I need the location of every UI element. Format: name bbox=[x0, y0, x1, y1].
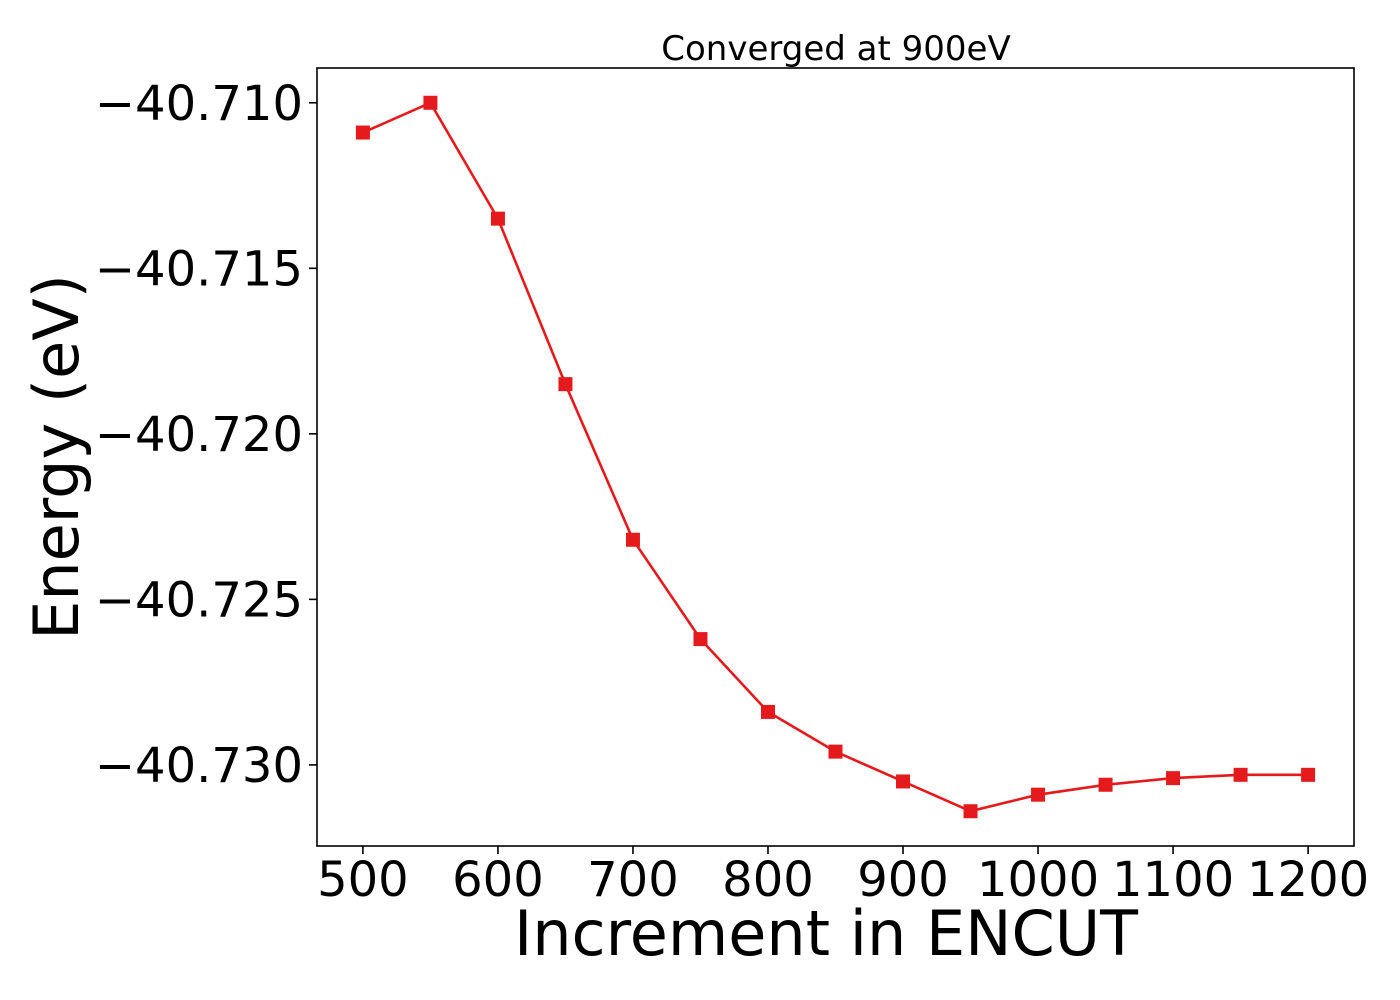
data-point-marker bbox=[1301, 767, 1316, 782]
y-tick-label: −40.720 bbox=[95, 407, 303, 463]
data-point-marker bbox=[896, 774, 911, 789]
x-tick-label: 1100 bbox=[1112, 852, 1234, 908]
data-point-marker bbox=[760, 704, 775, 719]
plot-frame bbox=[316, 67, 1355, 847]
y-axis-ticks: −40.710 −40.715 −40.720 −40.725 −40.730 bbox=[95, 76, 317, 794]
y-tick-label: −40.725 bbox=[95, 572, 303, 628]
data-point-marker bbox=[1166, 771, 1181, 786]
data-point-marker bbox=[423, 95, 438, 110]
energy-series-markers bbox=[355, 95, 1316, 819]
data-point-marker bbox=[963, 804, 978, 819]
data-point-marker bbox=[1098, 777, 1113, 792]
y-tick-label: −40.715 bbox=[95, 241, 303, 297]
x-tick-label: 800 bbox=[722, 852, 814, 908]
x-tick-label: 600 bbox=[452, 852, 544, 908]
y-tick-label: −40.710 bbox=[95, 76, 303, 132]
x-tick-label: 1000 bbox=[977, 852, 1099, 908]
data-point-marker bbox=[1031, 787, 1046, 802]
x-axis-label: Increment in ENCUT bbox=[514, 897, 1139, 970]
x-tick-label: 900 bbox=[857, 852, 949, 908]
data-point-marker bbox=[355, 125, 370, 140]
data-point-marker bbox=[1233, 767, 1248, 782]
data-point-marker bbox=[828, 744, 843, 759]
y-tick-label: −40.730 bbox=[95, 738, 303, 794]
y-axis-label: Energy (eV) bbox=[20, 274, 93, 640]
energy-series-line bbox=[362, 101, 1309, 813]
data-point-marker bbox=[558, 377, 573, 392]
data-point-marker bbox=[625, 532, 640, 547]
x-tick-label: 700 bbox=[587, 852, 679, 908]
x-tick-label: 1200 bbox=[1247, 852, 1369, 908]
x-tick-label: 500 bbox=[317, 852, 409, 908]
x-axis-ticks: 500 600 700 800 900 1000 1100 1200 bbox=[317, 846, 1369, 908]
data-point-marker bbox=[490, 211, 505, 226]
chart-title: Converged at 900eV bbox=[661, 29, 1010, 69]
data-point-marker bbox=[693, 632, 708, 647]
